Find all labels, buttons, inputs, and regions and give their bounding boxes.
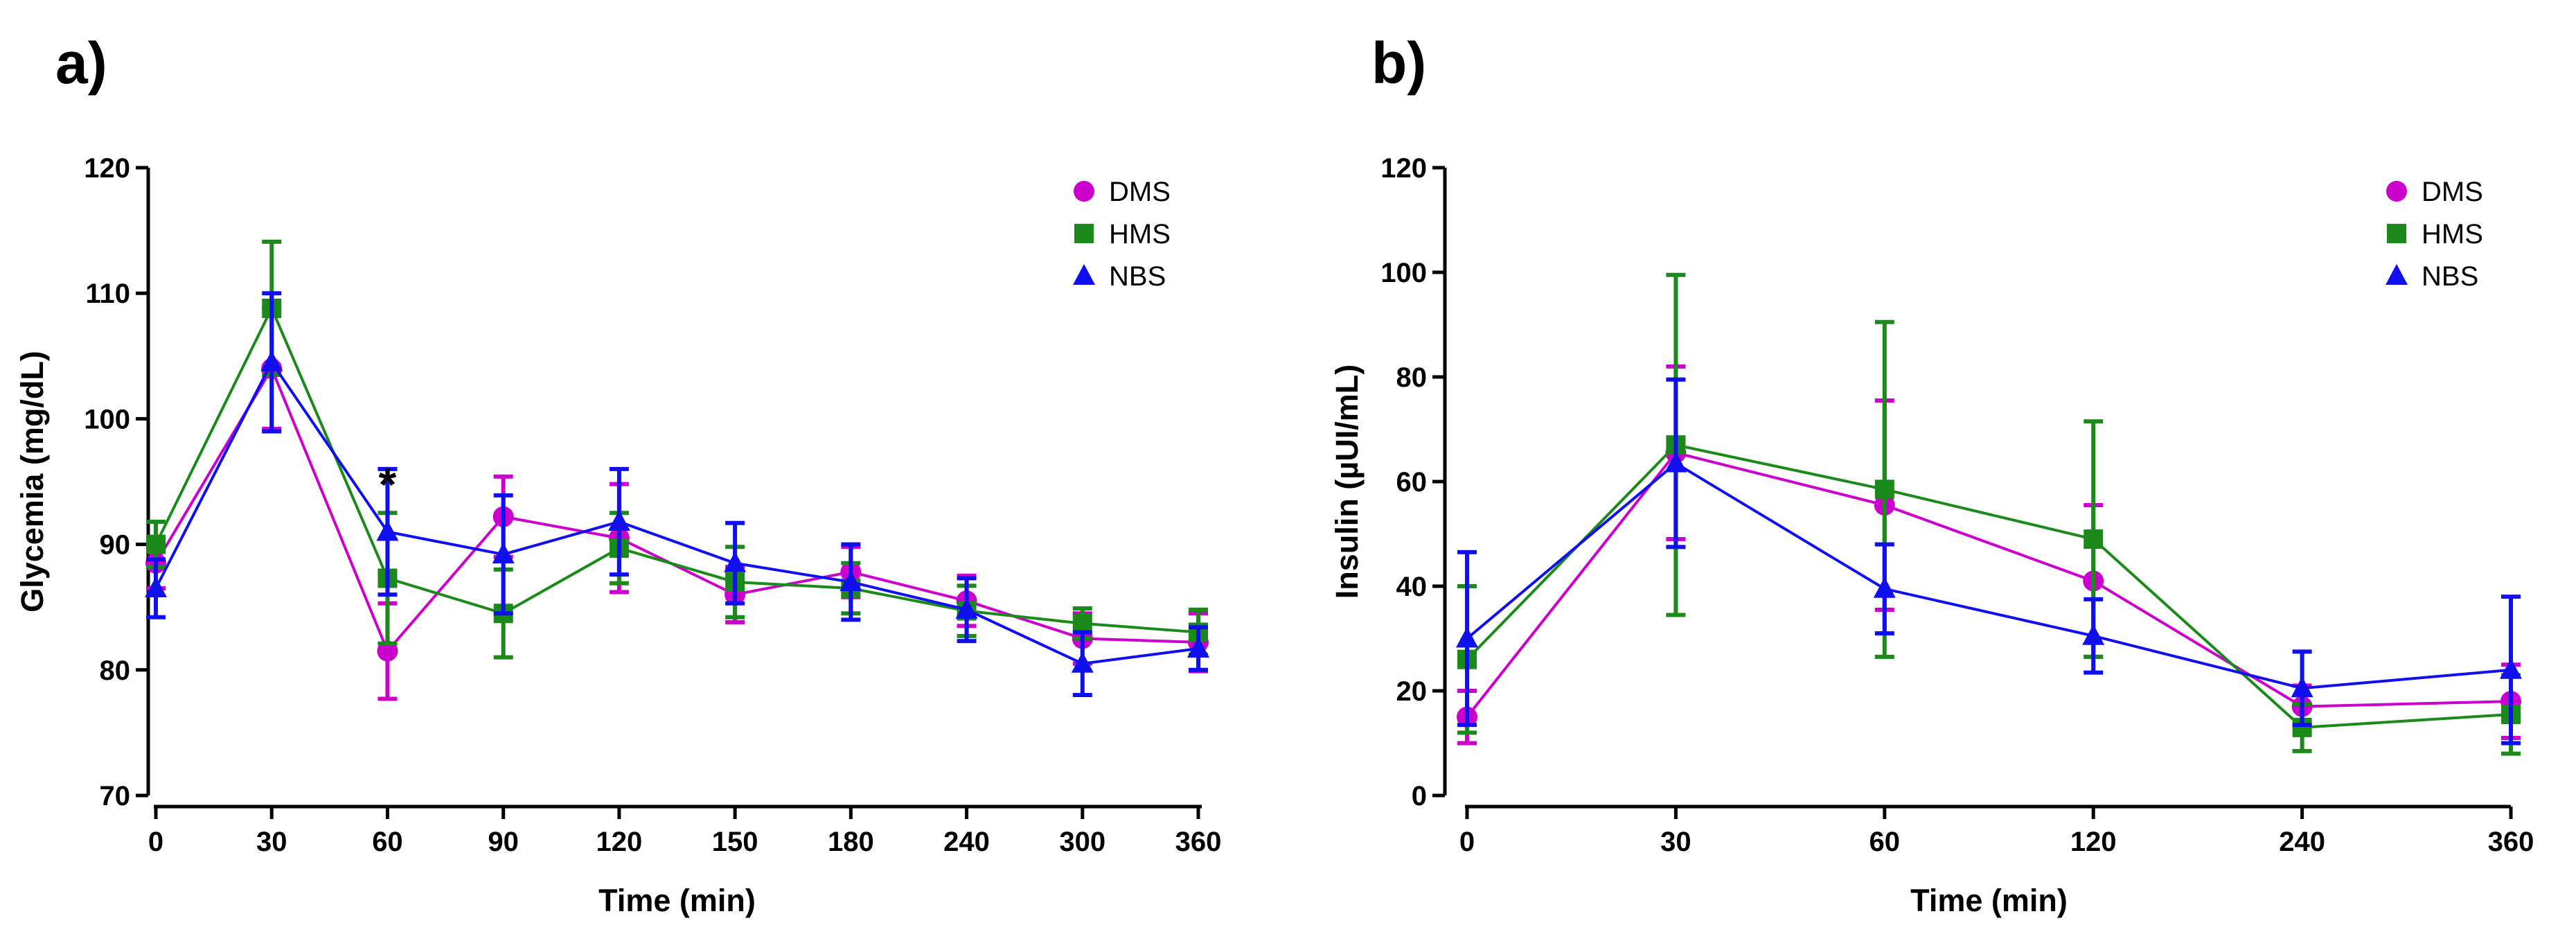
x-tick-label: 60 bbox=[372, 827, 403, 857]
x-axis-title: Time (min) bbox=[1910, 883, 2068, 918]
panel-label: a) bbox=[55, 30, 107, 96]
x-tick-label: 180 bbox=[828, 827, 874, 857]
y-tick-label: 120 bbox=[1380, 153, 1427, 184]
data-point bbox=[840, 570, 862, 591]
series-nbs bbox=[145, 291, 1209, 698]
y-tick-label: 90 bbox=[100, 530, 131, 561]
x-tick-label: 0 bbox=[148, 827, 163, 857]
y-tick-label: 80 bbox=[100, 656, 131, 686]
y-tick-label: 20 bbox=[1396, 676, 1428, 707]
data-point bbox=[1456, 626, 1478, 648]
y-tick-label: 70 bbox=[100, 781, 131, 811]
y-tick-label: 80 bbox=[1396, 362, 1428, 393]
legend-marker bbox=[1074, 181, 1094, 202]
series-line bbox=[1466, 443, 2512, 729]
x-tick-label: 30 bbox=[1660, 827, 1691, 857]
y-axis-title: Glycemia (mg/dL) bbox=[15, 351, 50, 613]
series-dms bbox=[145, 306, 1209, 701]
y-tick-label: 100 bbox=[84, 404, 130, 434]
data-point bbox=[377, 640, 398, 662]
legend-label: NBS bbox=[2422, 261, 2478, 292]
data-point bbox=[2291, 676, 2313, 698]
y-tick-label: 40 bbox=[1396, 572, 1428, 602]
legend-marker bbox=[2386, 181, 2407, 202]
series-line bbox=[1466, 451, 2512, 718]
x-tick-label: 120 bbox=[2070, 827, 2117, 857]
series-line bbox=[1466, 461, 2512, 690]
panel-label: b) bbox=[1371, 30, 1426, 96]
x-tick-label: 360 bbox=[2488, 827, 2534, 857]
x-tick-label: 240 bbox=[2279, 827, 2325, 857]
significance-marker: * bbox=[379, 459, 397, 510]
x-tick-label: 150 bbox=[712, 827, 758, 857]
series-nbs bbox=[1456, 377, 2522, 746]
data-point bbox=[492, 543, 515, 564]
data-point bbox=[260, 350, 283, 371]
x-tick-label: 60 bbox=[1869, 827, 1901, 857]
series-line bbox=[154, 305, 1199, 634]
legend-label: NBS bbox=[1109, 261, 1166, 292]
y-axis-title: Insulin (µUI/mL) bbox=[1329, 364, 1365, 599]
legend-marker bbox=[2386, 264, 2408, 285]
y-tick-label: 100 bbox=[1380, 258, 1427, 288]
x-tick-label: 90 bbox=[488, 827, 519, 857]
x-axis-title: Time (min) bbox=[598, 883, 756, 918]
data-point bbox=[1874, 480, 1894, 500]
data-point bbox=[1072, 613, 1092, 633]
series-dms bbox=[1457, 364, 2521, 746]
legend-label: DMS bbox=[2422, 177, 2483, 207]
x-tick-label: 0 bbox=[1459, 827, 1475, 857]
series-line bbox=[154, 365, 1199, 654]
y-tick-label: 60 bbox=[1396, 467, 1428, 498]
data-point bbox=[955, 597, 978, 619]
legend-marker bbox=[1074, 224, 1094, 243]
x-tick-label: 360 bbox=[1175, 827, 1222, 857]
x-tick-label: 300 bbox=[1059, 827, 1105, 857]
data-point bbox=[376, 520, 399, 541]
data-point bbox=[2084, 529, 2104, 549]
data-point bbox=[2082, 624, 2105, 645]
legend-label: HMS bbox=[1109, 219, 1171, 249]
legend-marker bbox=[2387, 224, 2406, 243]
x-tick-label: 30 bbox=[256, 827, 287, 857]
data-point bbox=[146, 534, 166, 554]
data-point bbox=[1873, 577, 1896, 598]
panel-b: b) 0 20 40 60 80 100 120 0 30 60 120 240 360 Time (min… bbox=[1329, 30, 2534, 918]
data-point bbox=[1187, 636, 1209, 658]
x-tick-label: 120 bbox=[596, 827, 643, 857]
y-tick-label: 120 bbox=[84, 153, 130, 184]
data-point bbox=[607, 509, 630, 531]
data-point bbox=[1071, 651, 1094, 673]
data-point bbox=[724, 551, 747, 572]
legend-label: HMS bbox=[2422, 219, 2483, 249]
data-point bbox=[1664, 451, 1687, 473]
legend-marker bbox=[1073, 264, 1095, 285]
y-tick-label: 110 bbox=[85, 279, 130, 309]
x-tick-label: 240 bbox=[943, 827, 990, 857]
data-point bbox=[2500, 658, 2522, 679]
y-tick-label: 0 bbox=[1412, 781, 1427, 811]
panel-a: a) 70 80 90 100 110 120 0 30 60 90 120 150 180 240 300 3… bbox=[15, 30, 1221, 918]
series-line bbox=[154, 359, 1199, 665]
legend-label: DMS bbox=[1109, 177, 1171, 207]
data-point bbox=[145, 577, 167, 598]
